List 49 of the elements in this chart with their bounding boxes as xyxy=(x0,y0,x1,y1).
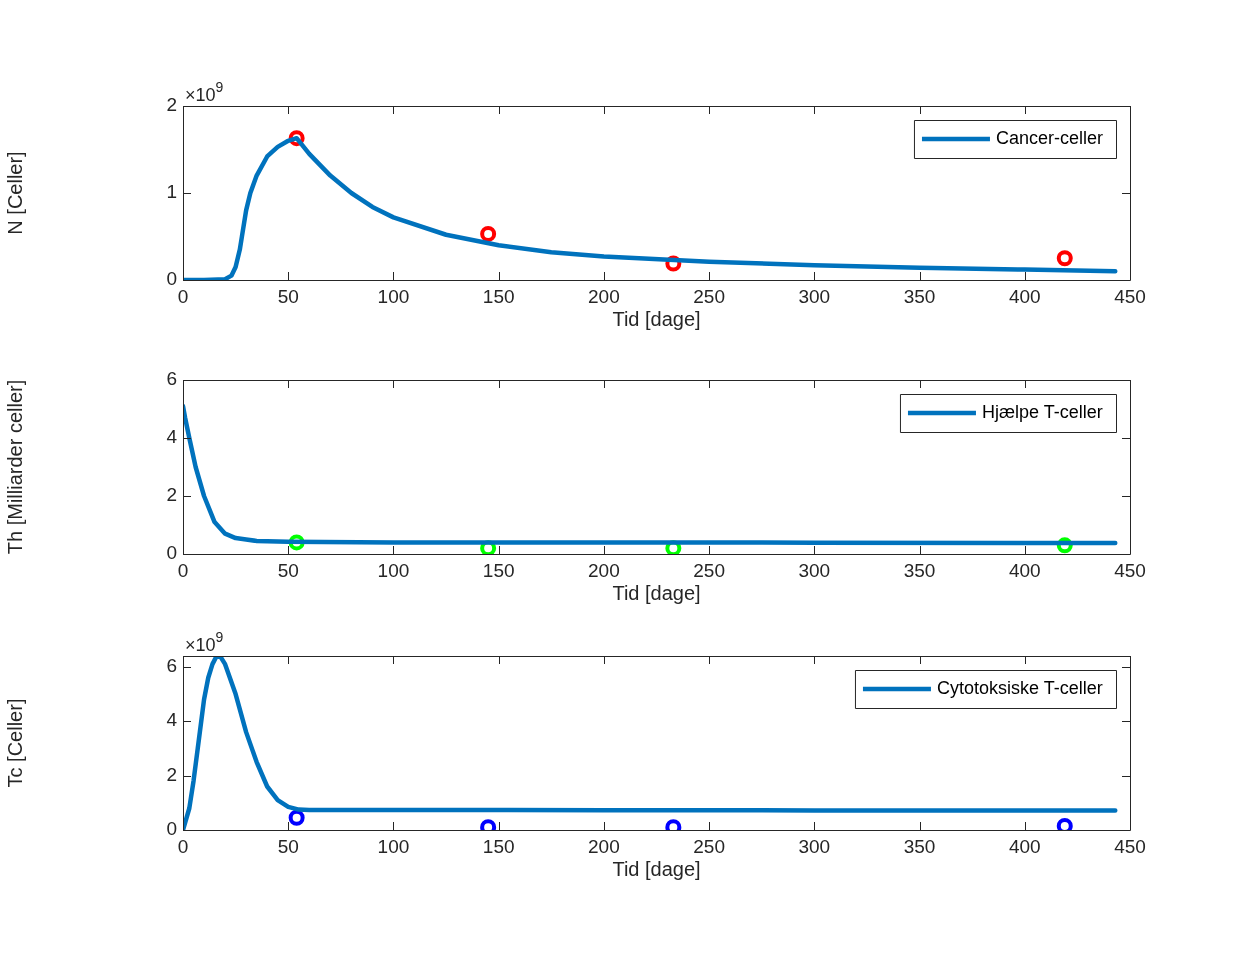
x-tick-label: 400 xyxy=(1008,835,1041,857)
x-tick-label: 200 xyxy=(588,285,620,307)
x-tick-label: 150 xyxy=(482,285,515,307)
x-tick-label: 350 xyxy=(903,559,936,581)
x-tick-label: 350 xyxy=(903,285,936,307)
x-tick-label: 100 xyxy=(377,559,410,581)
x-tick-label: 200 xyxy=(588,835,620,857)
point xyxy=(1056,250,1073,267)
x-axis-title: Tid [dage] xyxy=(612,857,701,880)
x-tick-label: 450 xyxy=(1114,285,1146,307)
x-tick-label: 100 xyxy=(377,835,410,857)
legend-label: Hjælpe T-celler xyxy=(981,401,1103,422)
y-tick-label: 2 xyxy=(166,484,177,506)
x-axis-title: Tid [dage] xyxy=(612,581,701,604)
x-tick-label: 50 xyxy=(277,559,299,581)
x-tick-label: 250 xyxy=(693,285,725,307)
x-tick-label: 250 xyxy=(693,835,725,857)
y-tick-label: 6 xyxy=(166,368,177,390)
x-tick-label: 450 xyxy=(1114,835,1146,857)
x-tick-label: 300 xyxy=(798,285,831,307)
x-tick-label: 300 xyxy=(798,835,831,857)
x-tick-label: 400 xyxy=(1008,285,1041,307)
y-tick-label: 0 xyxy=(166,268,177,290)
y-tick-label: 6 xyxy=(166,655,177,677)
point xyxy=(480,225,497,242)
y-axis-title: Th [Milliarder celler] xyxy=(3,379,26,555)
x-tick-label: 400 xyxy=(1008,559,1041,581)
x-tick-label: 50 xyxy=(277,835,299,857)
x-tick-label: 250 xyxy=(693,559,725,581)
y-tick-label: 4 xyxy=(166,426,178,448)
x-tick-label: 50 xyxy=(277,285,299,307)
y-tick-label: 2 xyxy=(166,763,177,785)
y-tick-label: 0 xyxy=(166,542,177,564)
y-tick-label: 1 xyxy=(166,181,177,203)
legend-label: Cytotoksiske T-celler xyxy=(936,677,1103,698)
x-tick-label: 150 xyxy=(482,835,515,857)
legend-label: Cancer-celler xyxy=(995,127,1104,148)
x-axis-title: Tid [dage] xyxy=(612,307,701,330)
x-tick-label: 200 xyxy=(588,559,620,581)
y-axis-title: N [Celler] xyxy=(3,151,26,235)
x-tick-label: 150 xyxy=(482,559,515,581)
y-tick-label: 2 xyxy=(166,94,177,116)
x-tick-label: 450 xyxy=(1114,559,1146,581)
y-tick-label: 4 xyxy=(166,709,178,731)
y-axis-title: Tc [Celler] xyxy=(3,698,26,788)
x-tick-label: 300 xyxy=(798,559,831,581)
x-tick-label: 350 xyxy=(903,835,936,857)
x-tick-label: 100 xyxy=(377,285,410,307)
y-tick-label: 0 xyxy=(166,818,177,840)
